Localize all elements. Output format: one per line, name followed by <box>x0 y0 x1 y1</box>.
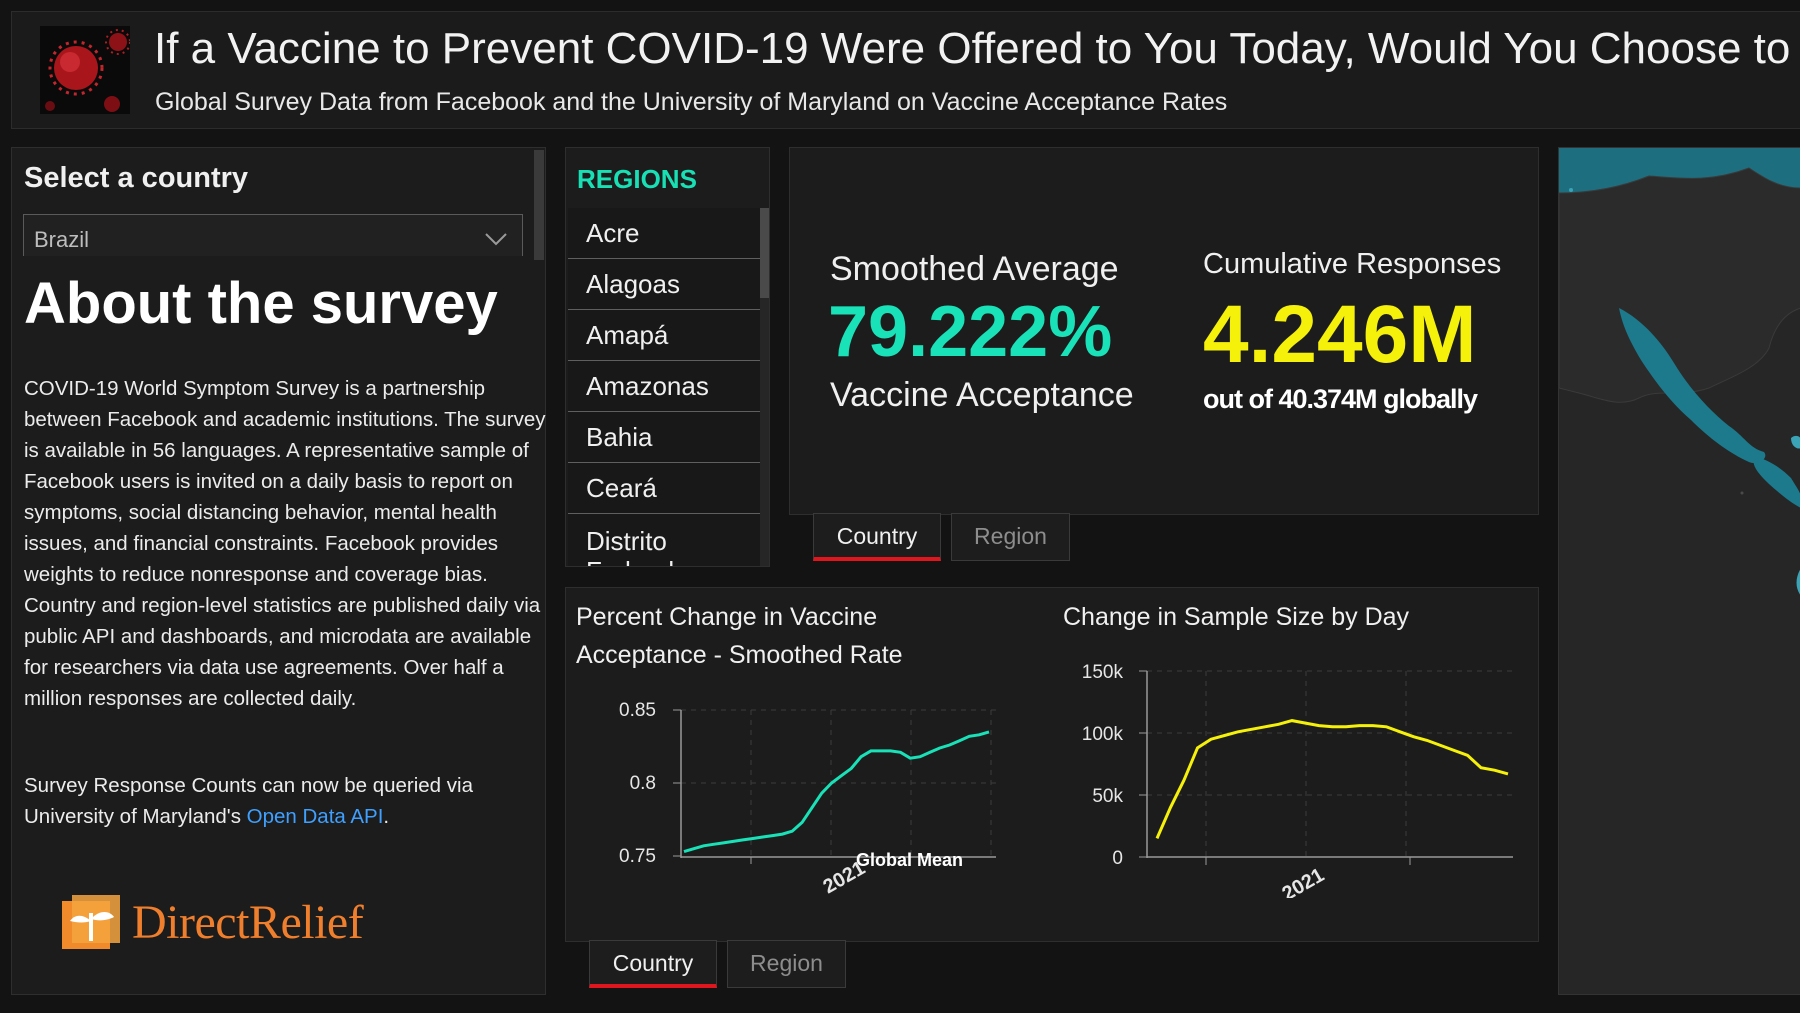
about-heading: About the survey <box>24 271 498 336</box>
ocean-north <box>1559 148 1800 193</box>
regions-panel: REGIONS Acre Alagoas Amapá Amazonas Bahi… <box>565 147 770 567</box>
central-america-region <box>1753 456 1800 508</box>
chart-grid <box>681 709 1001 856</box>
region-item[interactable]: Ceará <box>568 463 760 514</box>
tab-region-charts[interactable]: Region <box>727 940 846 988</box>
mexico-region <box>1619 308 1766 464</box>
country-select-label: Select a country <box>24 162 249 194</box>
tab-country-stats[interactable]: Country <box>813 513 941 561</box>
global-mean-label: Global Mean <box>856 850 963 870</box>
world-map[interactable] <box>1559 148 1800 995</box>
regions-scrollbar-track[interactable] <box>760 208 769 566</box>
page-subtitle: Global Survey Data from Facebook and the… <box>155 88 1228 116</box>
region-item[interactable]: Distrito Federal <box>568 514 760 566</box>
api-note-text: Survey Response Counts can now be querie… <box>24 774 473 828</box>
smoothed-average-label: Smoothed Average <box>830 250 1119 288</box>
y-tick-label: 0.85 <box>619 700 656 721</box>
page-title: If a Vaccine to Prevent COVID-19 Were Of… <box>154 24 1791 73</box>
open-data-api-link[interactable]: Open Data API <box>246 805 384 828</box>
region-list: Acre Alagoas Amapá Amazonas Bahia Ceará … <box>568 208 760 566</box>
sample-size-chart-title: Change in Sample Size by Day <box>1063 603 1410 631</box>
chart-grid <box>1147 670 1513 856</box>
smoothed-average-value: 79.222% <box>828 292 1113 372</box>
southern-land <box>1796 569 1800 595</box>
region-item[interactable]: Bahia <box>568 412 760 463</box>
regions-heading: REGIONS <box>577 164 697 194</box>
country-select-value: Brazil <box>34 227 90 252</box>
map-view[interactable] <box>1558 147 1800 995</box>
sample-size-line <box>1155 719 1509 839</box>
direct-relief-logo: DirectRelief <box>58 891 364 960</box>
caribbean-region <box>1791 435 1800 449</box>
chevron-down-icon <box>484 232 508 251</box>
api-note: Survey Response Counts can now be querie… <box>24 770 549 832</box>
cumulative-responses-value: 4.246M <box>1203 289 1477 380</box>
acceptance-chart: 0.85 0.8 0.75 2021 Global Mean <box>619 700 1001 898</box>
y-tick-label: 150k <box>1082 662 1124 683</box>
acceptance-line <box>683 730 990 854</box>
y-tick-label: 0.8 <box>630 773 656 794</box>
regions-scrollbar-thumb[interactable] <box>760 208 769 298</box>
charts-panel: Percent Change in Vaccine Acceptance - S… <box>565 587 1539 942</box>
about-description: COVID-19 World Symptom Survey is a partn… <box>24 377 546 710</box>
cumulative-responses-label: Cumulative Responses <box>1203 248 1502 280</box>
y-tick-label: 0 <box>1112 848 1123 869</box>
sample-size-chart: 150k 100k 50k 0 2021 <box>1082 662 1513 898</box>
vaccine-acceptance-label: Vaccine Acceptance <box>830 376 1134 414</box>
y-tick-label: 100k <box>1082 724 1124 745</box>
api-note-end: . <box>383 805 390 828</box>
about-sidebar: Select a country Brazil About the survey… <box>11 147 546 995</box>
tab-region-stats[interactable]: Region <box>951 513 1070 561</box>
y-tick-label: 50k <box>1092 786 1123 807</box>
stats-panel: Smoothed Average 79.222% Vaccine Accepta… <box>789 147 1539 515</box>
global-total-label: out of 40.374M globally <box>1203 384 1478 414</box>
region-item[interactable]: Acre <box>568 208 760 259</box>
region-item[interactable]: Amapá <box>568 310 760 361</box>
country-select[interactable]: Brazil <box>23 214 523 256</box>
acceptance-chart-title: Percent Change in Vaccine Acceptance - S… <box>576 603 903 669</box>
region-item[interactable]: Amazonas <box>568 361 760 412</box>
y-tick-label: 0.75 <box>619 846 656 867</box>
tab-country-charts[interactable]: Country <box>589 940 717 988</box>
direct-relief-emblem-icon <box>62 895 120 949</box>
island-dot <box>1569 188 1573 192</box>
sidebar-scrollbar[interactable] <box>534 150 544 260</box>
x-tick-label: 2021 <box>1279 864 1329 898</box>
island-dot <box>1740 491 1744 495</box>
coronavirus-image <box>40 26 130 114</box>
north-america-land <box>1559 167 1800 403</box>
logo-text: DirectRelief <box>132 896 364 949</box>
region-item[interactable]: Alagoas <box>568 259 760 310</box>
header-bar: If a Vaccine to Prevent COVID-19 Were Of… <box>11 11 1800 129</box>
